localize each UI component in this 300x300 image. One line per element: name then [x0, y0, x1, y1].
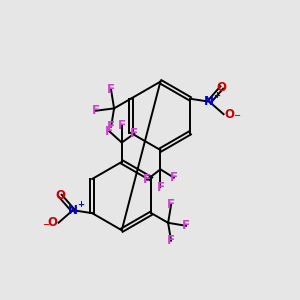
Text: −: −	[42, 220, 49, 229]
Text: F: F	[182, 219, 190, 232]
Text: −: −	[233, 111, 240, 120]
Text: F: F	[105, 125, 113, 138]
Text: F: F	[92, 104, 100, 117]
Text: F: F	[130, 127, 138, 140]
Text: F: F	[167, 234, 175, 247]
Text: N: N	[68, 204, 78, 217]
Text: O: O	[224, 108, 235, 121]
Text: F: F	[167, 199, 175, 212]
Text: +: +	[213, 91, 220, 100]
Text: N: N	[204, 95, 214, 108]
Text: F: F	[170, 171, 178, 184]
Text: F: F	[107, 120, 115, 133]
Text: F: F	[143, 173, 151, 186]
Text: F: F	[118, 119, 126, 132]
Text: O: O	[56, 189, 65, 203]
Text: F: F	[107, 83, 115, 97]
Text: O: O	[217, 81, 227, 94]
Text: +: +	[77, 200, 84, 209]
Text: F: F	[156, 181, 164, 194]
Text: O: O	[48, 216, 58, 229]
